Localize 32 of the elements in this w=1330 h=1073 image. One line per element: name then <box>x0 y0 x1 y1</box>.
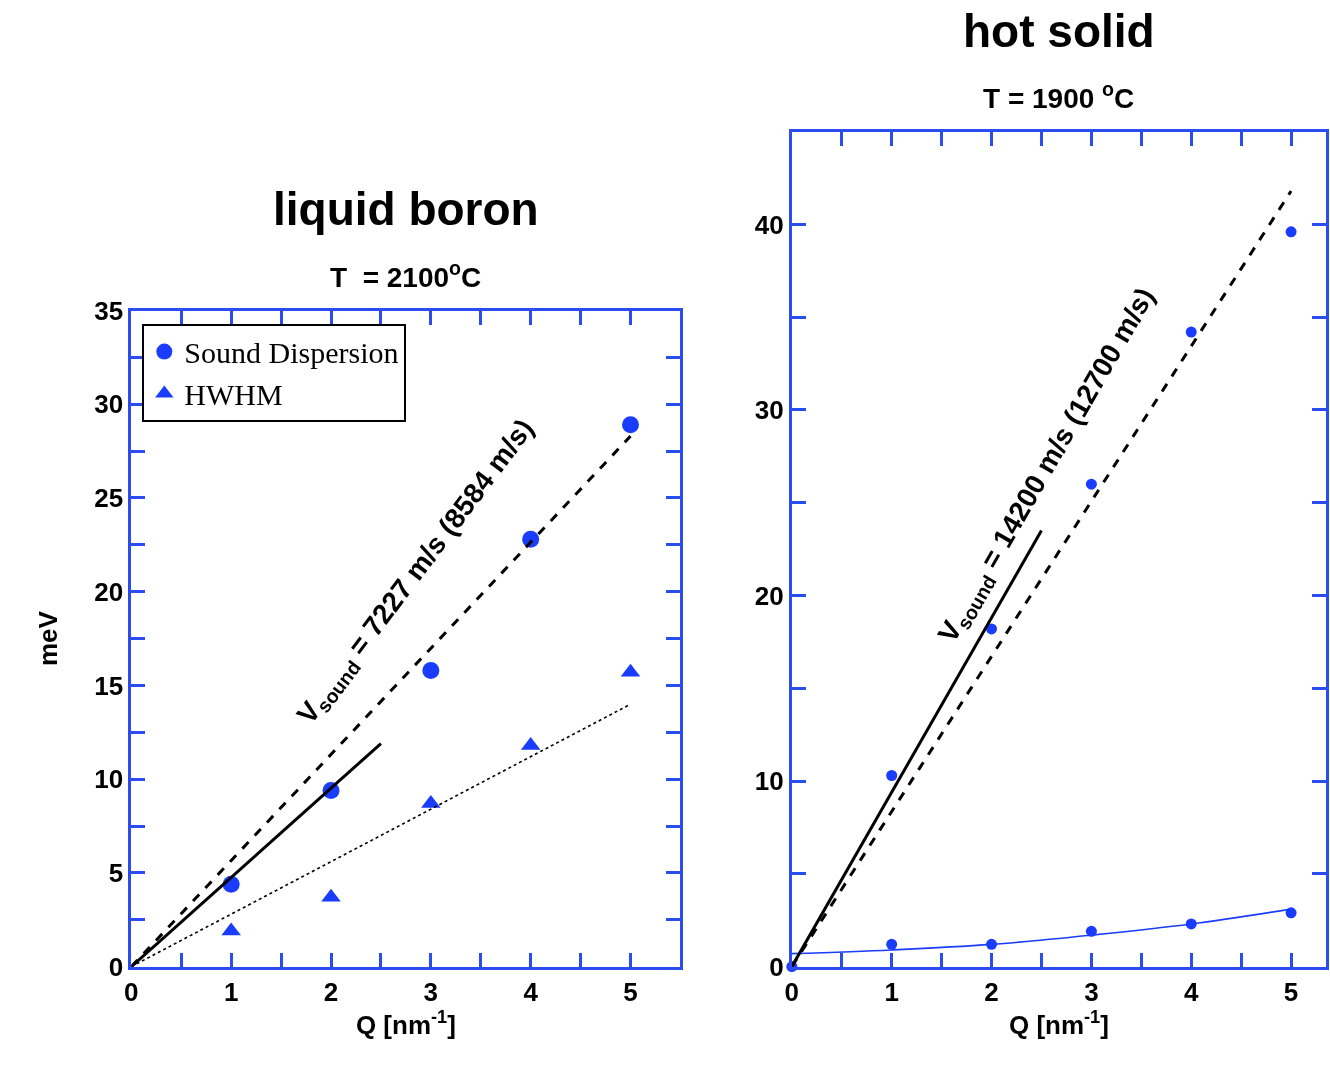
x-tick-label: 2 <box>984 976 999 1007</box>
y-tick-label: 0 <box>769 951 784 982</box>
y-tick-label: 30 <box>754 395 784 426</box>
y-tick-label: 10 <box>754 766 784 797</box>
x-tick-label: 3 <box>1084 976 1099 1007</box>
y-tick-label: 20 <box>94 576 124 607</box>
y-tick-label: 30 <box>94 389 124 420</box>
x-axis-title: Q [nm$^{-1}$] <box>1008 1006 1109 1040</box>
chart-title: hot solid <box>963 5 1155 57</box>
y-tick-label: 0 <box>108 951 124 982</box>
y-tick-label: 25 <box>94 483 124 514</box>
chart-subtitle: T = 2100$^{o}$C <box>330 257 482 293</box>
chart-subtitle: T = 1900 $^{o}$C <box>983 78 1135 114</box>
y-axis-title: meV <box>32 610 63 667</box>
y-tick-label: 20 <box>754 580 784 611</box>
legend-label: HWHM <box>184 378 283 412</box>
y-tick-label: 35 <box>94 295 124 326</box>
x-axis-title: Q [nm$^{-1}$] <box>355 1006 456 1040</box>
y-tick-label: 5 <box>108 858 124 888</box>
y-tick-label: 40 <box>754 209 784 240</box>
y-tick-label: 10 <box>94 764 124 795</box>
x-tick-label: 1 <box>223 976 239 1007</box>
x-tick-label: 2 <box>323 976 339 1007</box>
x-tick-label: 5 <box>1283 976 1299 1007</box>
x-tick-label: 4 <box>523 976 539 1007</box>
y-tick-label: 15 <box>94 670 124 701</box>
x-tick-label: 5 <box>623 976 638 1007</box>
x-tick-label: 3 <box>423 976 439 1007</box>
legend-label: Sound Dispersion <box>184 336 399 370</box>
chart-title: liquid boron <box>273 183 539 235</box>
x-tick-label: 4 <box>1183 976 1199 1007</box>
x-tick-label: 1 <box>884 976 899 1007</box>
